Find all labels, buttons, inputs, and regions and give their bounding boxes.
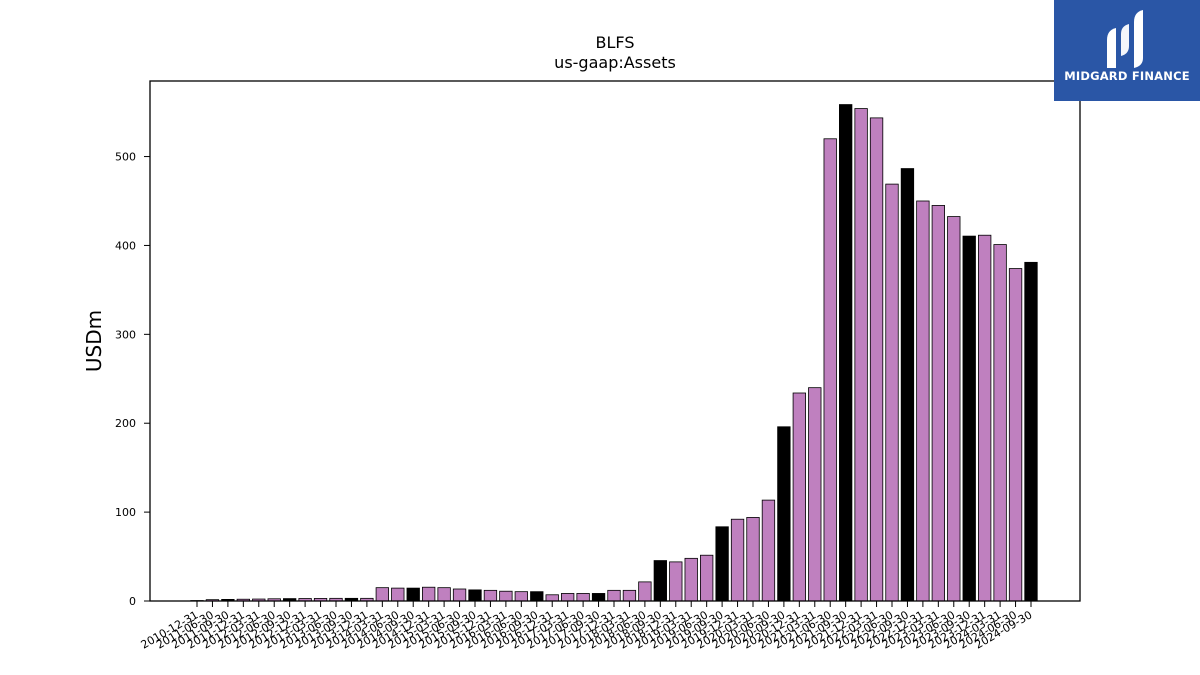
- y-tick-label: 100: [115, 506, 136, 519]
- bar-2024-09-30: [1024, 261, 1038, 602]
- bar-2015-03-31: [437, 587, 451, 602]
- bar-2018-03-31: [622, 589, 637, 602]
- bar-2021-06-30: [823, 138, 837, 602]
- bar-2017-06-30: [576, 593, 590, 602]
- bar-2018-09-30: [653, 560, 667, 602]
- bar-2021-12-31: [854, 108, 868, 602]
- y-tick-label: 300: [115, 328, 136, 341]
- bar-2022-09-30: [900, 168, 915, 602]
- y-tick-label: 0: [129, 595, 136, 608]
- y-tick-label: 500: [115, 151, 136, 164]
- bar-2020-12-31: [792, 392, 806, 602]
- bar-2019-09-30: [715, 526, 729, 602]
- logo-text: MIDGARD FINANCE: [1064, 69, 1190, 83]
- bar-2015-06-30: [452, 588, 467, 602]
- midgard-logo-icon: [1107, 10, 1143, 68]
- bar-2016-12-31: [545, 594, 559, 602]
- bar-2022-06-30: [885, 183, 899, 602]
- bar-2018-12-31: [669, 561, 683, 602]
- bar-2023-03-31: [931, 205, 945, 602]
- bar-2015-09-30: [468, 589, 482, 602]
- bar-2015-12-31: [483, 589, 498, 602]
- bar-2017-09-30: [591, 593, 606, 602]
- bar-2023-12-31: [978, 234, 992, 602]
- bar-2014-09-30: [406, 587, 420, 602]
- bar-2022-12-31: [916, 200, 930, 602]
- y-axis: 0 100 200 300 400 500: [115, 151, 150, 608]
- bar-2020-03-31: [746, 517, 760, 602]
- y-axis-label: USDm: [82, 310, 106, 372]
- plot-frame: [149, 80, 1081, 602]
- bar-2018-06-30: [638, 581, 652, 602]
- bar-2022-03-31: [869, 117, 884, 602]
- bar-2019-12-31: [730, 518, 745, 602]
- bar-2021-09-30: [839, 104, 853, 602]
- bar-2014-12-31: [422, 586, 436, 602]
- bar-2024-06-30: [1008, 268, 1023, 602]
- chart-subtitle: us-gaap:Assets: [554, 53, 676, 72]
- bar-2016-06-30: [514, 591, 528, 602]
- bar-2017-03-31: [561, 593, 575, 602]
- bar-2016-09-30: [530, 591, 544, 602]
- chart-title: BLFS: [596, 33, 635, 52]
- bar-2016-03-31: [499, 590, 513, 602]
- bar-2023-06-30: [947, 216, 961, 602]
- bar-2019-03-31: [684, 557, 698, 602]
- bars: [190, 104, 1038, 602]
- bar-2020-06-30: [761, 499, 776, 602]
- bar-2017-12-31: [607, 589, 621, 602]
- bar-2020-09-30: [777, 426, 791, 602]
- bar-2021-03-31: [808, 387, 822, 602]
- y-tick-label: 200: [115, 417, 136, 430]
- bar-2023-09-30: [962, 235, 976, 602]
- midgard-finance-logo: MIDGARD FINANCE: [1054, 0, 1200, 101]
- bar-2014-06-30: [391, 587, 405, 602]
- bar-2024-03-31: [993, 244, 1007, 602]
- bar-2019-06-30: [700, 554, 714, 602]
- x-axis: 2010-12-312011-06-302011-09-302011-12-31…: [139, 601, 1035, 652]
- y-tick-label: 400: [115, 239, 136, 252]
- bar-2014-03-31: [375, 587, 389, 602]
